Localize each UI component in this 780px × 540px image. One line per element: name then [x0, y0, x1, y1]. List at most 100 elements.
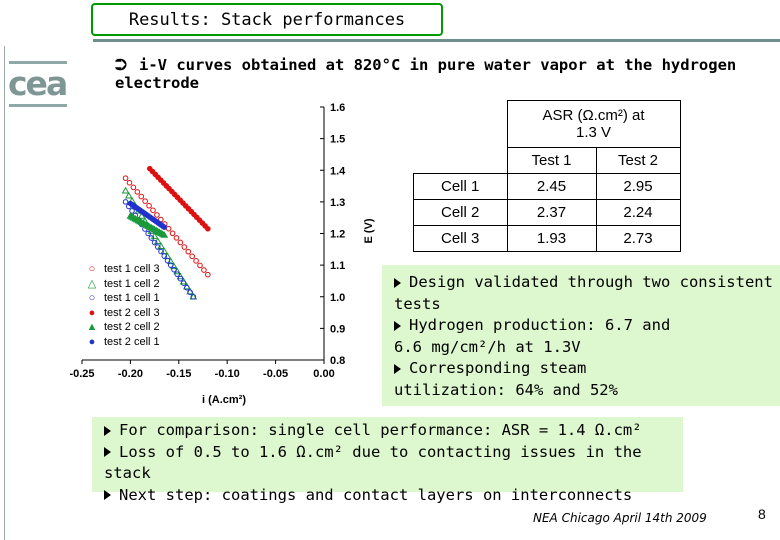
legend-label: test 2 cell 2: [104, 321, 160, 333]
x-tick-label: -0.25: [69, 368, 94, 380]
data-point: [130, 184, 137, 191]
data-point: [138, 193, 145, 200]
data-point: [167, 262, 174, 268]
list-item: Loss of 0.5 to 1.6 Ω.cm² due to contacti…: [104, 442, 642, 482]
legend-label: test 1 cell 1: [104, 292, 160, 304]
data-point: [142, 198, 148, 204]
y-tick-label: 1.4: [330, 165, 346, 177]
data-point: [190, 293, 197, 300]
data-point: [201, 267, 207, 273]
x-tick-label: 0.00: [313, 368, 334, 380]
results-box: Design validated through two consistent …: [382, 265, 780, 406]
legend-entry: ○ test 1 cell 1: [85, 291, 160, 306]
triangle-bullet-icon: [104, 425, 111, 436]
data-point: [197, 262, 203, 269]
data-point: [169, 230, 176, 237]
data-point: [205, 225, 211, 232]
list-item: For comparison: single cell performance:…: [104, 420, 683, 442]
x-tick-label: -0.10: [215, 368, 240, 380]
data-point: [161, 224, 168, 230]
data-point: [155, 244, 161, 250]
y-tick-label: 1.3: [330, 197, 345, 209]
triangle-bullet-icon: [104, 447, 111, 457]
data-point: [148, 235, 155, 241]
asr-header: ASR (Ω.cm²) at 1.3 V: [506, 100, 681, 148]
legend-marker-icon: ○: [88, 292, 96, 304]
table-row: Cell 2 2.37 2.24: [413, 199, 681, 226]
legend-entry: △ test 1 cell 2: [85, 277, 160, 292]
list-item: Design validated through two consistent …: [394, 273, 773, 313]
triangle-bullet-icon: [104, 490, 111, 500]
data-point: [151, 239, 158, 246]
data-point: [186, 287, 194, 295]
chart-legend: ○ test 1 cell 3 △ test 1 cell 2 ○ test 1 cell…: [85, 262, 160, 349]
list-item: Hydrogen production: 6.7 and 6.6 mg/cm²/…: [394, 316, 671, 356]
triangle-bullet-icon: [394, 277, 401, 288]
triangle-bullet-icon: [394, 363, 401, 374]
cea-logo: cea: [8, 64, 68, 103]
data-point: [121, 186, 130, 194]
data-point: [180, 280, 187, 286]
slide-heading-text: i-V curves obtained at 820°C in pure wat…: [115, 56, 737, 92]
iv-chart: -0.25 -0.20 -0.15 -0.10 -0.05 0.000.8 0.9 1.0 1.…: [69, 102, 375, 406]
col-test2: Test 2: [595, 147, 681, 174]
y-tick-label: 1.0: [330, 292, 345, 304]
sidebar-divider: [4, 46, 5, 540]
data-point: [122, 175, 129, 181]
logo-bar-top: [9, 61, 67, 64]
page-number: 8: [758, 506, 766, 522]
slide-heading: ⮊ i-V curves obtained at 820°C in pure wa…: [115, 56, 755, 92]
data-point: [166, 257, 175, 265]
table-row: Cell 3 1.93 2.73: [413, 225, 681, 252]
data-point: [150, 207, 156, 214]
legend-marker-icon: ▲: [86, 321, 98, 333]
data-point: [161, 253, 168, 259]
y-tick-label: 0.8: [330, 355, 345, 367]
y-tick-label: 1.5: [330, 134, 345, 146]
legend-label: test 2 cell 3: [104, 306, 160, 319]
legend-marker-icon: ○: [88, 263, 96, 275]
legend-label: test 1 cell 2: [104, 277, 160, 290]
legend-entry: ● test 2 cell 3: [85, 306, 160, 321]
x-tick-label: -0.05: [263, 368, 288, 380]
legend-marker-icon: ●: [88, 306, 96, 319]
data-point: [157, 242, 165, 250]
data-point: [187, 289, 193, 296]
triangle-bullet-icon: [394, 320, 401, 331]
data-point: [177, 239, 184, 246]
data-point: [181, 244, 188, 250]
title-rule: [93, 39, 780, 42]
legend-label: test 2 cell 1: [104, 335, 160, 348]
data-point: [171, 266, 177, 273]
data-point: [158, 248, 164, 255]
y-tick-label: 1.1: [330, 260, 345, 272]
legend-entry: ▲ test 2 cell 2: [85, 320, 160, 335]
arrow-bullet-icon: ⮊: [115, 56, 127, 74]
data-point: [124, 191, 133, 199]
data-point: [184, 284, 190, 291]
list-item: Next step: coatings and contact layers o…: [104, 485, 683, 507]
data-point: [174, 271, 180, 277]
notes-box: For comparison: single cell performance:…: [92, 417, 683, 504]
data-point: [145, 230, 151, 237]
data-point: [177, 275, 184, 282]
legend-label: test 1 cell 3: [104, 263, 160, 275]
data-point: [205, 271, 211, 278]
data-point: [146, 202, 152, 209]
list-item: Corresponding steam utilization: 64% and…: [394, 359, 618, 399]
table-row: Cell 1 2.45 2.95: [413, 173, 681, 200]
legend-marker-icon: ●: [88, 335, 96, 348]
data-point: [150, 232, 159, 239]
y-tick-label: 1.2: [330, 229, 345, 241]
legend-entry: ○ test 1 cell 3: [85, 262, 160, 277]
asr-table: ASR (Ω.cm²) at 1.3 V Test 1 Test 2 Cell …: [413, 100, 681, 252]
data-point: [173, 235, 180, 241]
col-test1: Test 1: [506, 147, 597, 174]
data-point: [122, 199, 129, 205]
data-point: [193, 258, 199, 264]
legend-entry: ● test 2 cell 1: [85, 335, 160, 350]
y-tick-label: 0.9: [330, 323, 345, 335]
x-axis-label: i (A.cm²): [202, 394, 246, 406]
data-point: [154, 212, 160, 218]
logo-bar-bottom: [9, 104, 67, 107]
